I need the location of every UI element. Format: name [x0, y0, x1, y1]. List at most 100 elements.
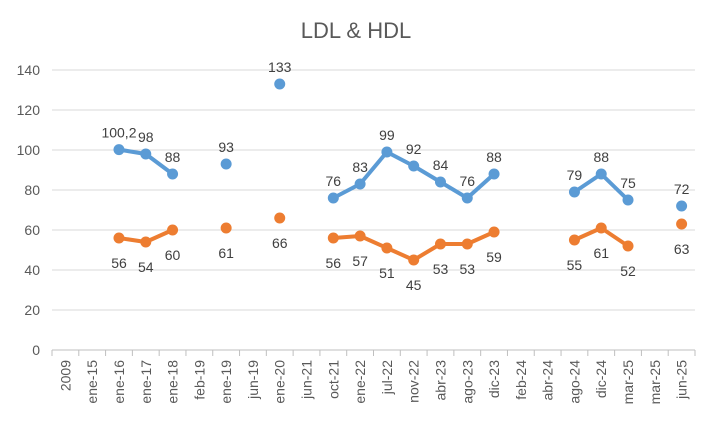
series-1-data-label: 99: [379, 127, 395, 143]
x-tick-label: abr-24: [540, 360, 556, 401]
series-1-point: [113, 144, 125, 156]
series-1-segment: [465, 172, 497, 200]
series-2-point: [595, 222, 607, 234]
series-1-point: [381, 146, 393, 158]
series-2-data-label: 56: [326, 255, 342, 271]
x-tick-label: feb-19: [191, 360, 207, 400]
series-2-point: [622, 240, 634, 252]
x-tick-label: dic-24: [593, 360, 609, 398]
series-2-point: [354, 230, 366, 242]
series-2-point: [140, 236, 152, 248]
x-tick-label: ago-23: [459, 360, 475, 404]
series-1-data-label: 133: [268, 59, 292, 75]
series-1-data-label: 88: [486, 149, 502, 165]
series-1-point: [676, 200, 688, 212]
y-tick-label: 0: [32, 342, 40, 358]
series-2-point: [488, 226, 500, 238]
x-tick-label: mar-25: [647, 360, 663, 405]
series-1-data-label: 83: [352, 159, 368, 175]
y-tick-label: 60: [24, 222, 40, 238]
series-1-point: [140, 148, 152, 160]
gridlines: [52, 69, 695, 351]
series-1-point: [220, 158, 232, 170]
series-2-data-label: 59: [486, 249, 502, 265]
series-1-data-label: 88: [593, 149, 609, 165]
series-1-data-label: 72: [674, 181, 690, 197]
series-2-data-label: 54: [138, 259, 154, 275]
y-axis-ticks: 0 20 40 60 80 100 120 140: [17, 62, 41, 358]
x-tick-label: ene-20: [272, 360, 288, 404]
series-2-point: [327, 232, 339, 244]
x-tick-label: nov-22: [406, 360, 422, 403]
chart-title: LDL & HDL: [301, 18, 411, 43]
y-tick-label: 140: [17, 62, 41, 78]
series-1-point: [568, 186, 580, 198]
series-1-data-label: 98: [138, 129, 154, 145]
series-1-point: [434, 176, 446, 188]
series-2-data-label: 51: [379, 265, 395, 281]
series-1-data-label: 76: [326, 173, 342, 189]
series-1-point: [595, 168, 607, 180]
series-2-point: [167, 224, 179, 236]
series-2-data-label: 61: [218, 245, 234, 261]
series-2-point: [220, 222, 232, 234]
series-1-data-label: 88: [165, 149, 181, 165]
x-tick-label: 2009: [57, 360, 73, 391]
x-tick-label: oct-21: [325, 360, 341, 399]
series-1-data-label: 92: [406, 141, 422, 157]
x-tick-label: feb-24: [513, 360, 529, 400]
x-tick-label: jun-21: [299, 360, 315, 400]
series-2-data-label: 53: [433, 261, 449, 277]
series-2-point: [408, 254, 420, 266]
series-2-data-label: 60: [165, 247, 181, 263]
x-tick-label: ene-18: [165, 360, 181, 404]
x-tick-label: ene-16: [111, 360, 127, 404]
y-tick-label: 80: [24, 182, 40, 198]
series-2-point: [274, 212, 286, 224]
series-2-data-label: 61: [593, 245, 609, 261]
series-1-segment: [358, 150, 389, 186]
series-2-point: [568, 234, 580, 246]
series-2-data-label: 45: [406, 277, 422, 293]
series-2-data-label: 57: [352, 253, 368, 269]
x-tick-label: mar-25: [620, 360, 636, 405]
series-2-point: [461, 238, 473, 250]
series-2-point: [381, 242, 393, 254]
x-tick-label: ene-19: [218, 360, 234, 404]
series-2-point: [113, 232, 125, 244]
x-tick-label: ago-24: [566, 360, 582, 404]
series-2-data-label: 56: [111, 255, 127, 271]
series-2-data-label: 52: [620, 263, 636, 279]
series-1-data-label: 100,2: [101, 125, 136, 141]
x-tick-label: dic-23: [486, 360, 502, 398]
x-tick-label: jun-25: [674, 360, 690, 400]
x-tick-label: jun-19: [245, 360, 261, 400]
series-2-point: [434, 238, 446, 250]
series-1-segment: [599, 172, 631, 202]
x-tick-label: abr-23: [432, 360, 448, 401]
series-1-point: [622, 194, 634, 206]
series-lines: [116, 147, 631, 262]
series-1-data-label: 79: [567, 167, 583, 183]
series-1-point: [274, 78, 286, 90]
series-2-data-label: 63: [674, 241, 690, 257]
series-2-data-label: 53: [459, 261, 475, 277]
series-1-data-label: 75: [620, 175, 636, 191]
series-1-point: [408, 160, 420, 172]
x-tick-label: ene-15: [84, 360, 100, 404]
series-1-data-label: 93: [218, 139, 234, 155]
y-tick-label: 100: [17, 142, 41, 158]
series-1-point: [354, 178, 366, 190]
series-2-point: [676, 218, 688, 230]
series-1-point: [461, 192, 473, 204]
data-points: [113, 78, 688, 266]
series-1-data-label: 76: [459, 173, 475, 189]
x-tick-label: ene-17: [138, 360, 154, 404]
y-tick-label: 120: [17, 102, 41, 118]
series-2-data-label: 66: [272, 235, 288, 251]
data-labels: 100,2 98 88 93 133 76 83 99 92 84 76 88 79 88 75 72 56 54…: [101, 59, 689, 293]
series-1-point: [167, 168, 179, 180]
series-2-data-label: 55: [567, 257, 583, 273]
